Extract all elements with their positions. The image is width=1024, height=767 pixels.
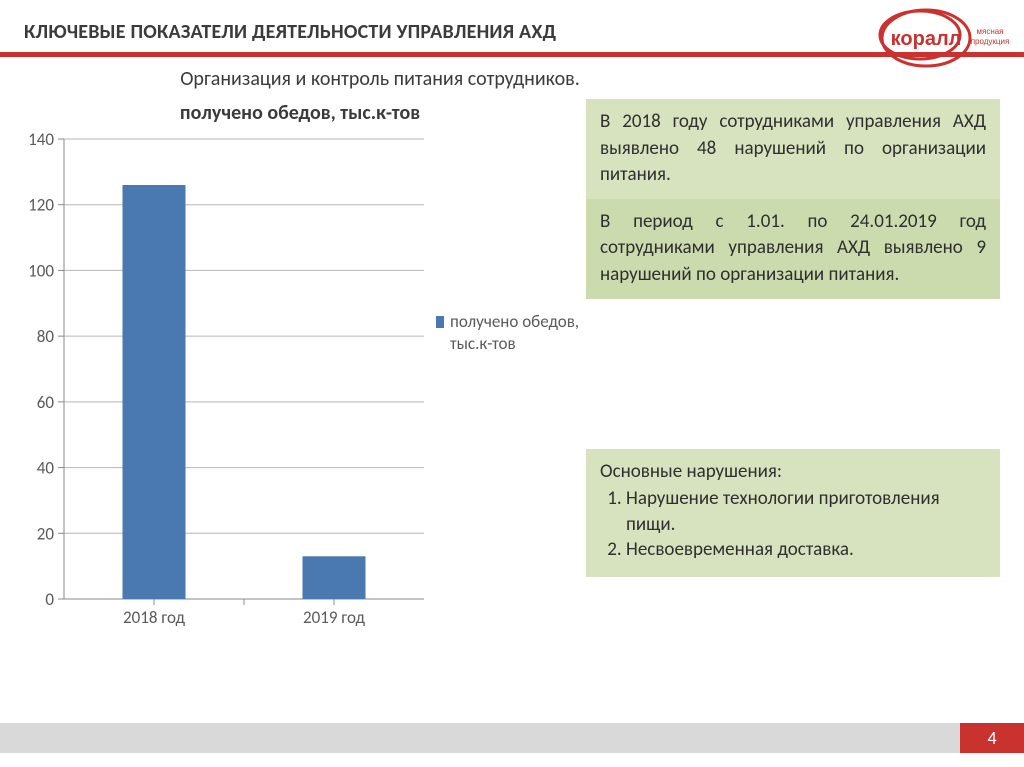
violations-block: Основные нарушения: Нарушение технологии… <box>586 449 1000 578</box>
legend-swatch <box>436 316 444 328</box>
info-block-2: В период с 1.01. по 24.01.2019 год сотру… <box>586 199 1000 299</box>
bar <box>123 185 186 599</box>
svg-text:0: 0 <box>45 589 54 610</box>
violations-item: Несвоевременная доставка. <box>626 537 986 563</box>
chart-legend: получено обедов, тыс.к-тов <box>436 311 580 355</box>
info-block-1: В 2018 году сотрудниками управления АХД … <box>586 99 1000 199</box>
svg-text:20: 20 <box>37 523 55 544</box>
legend-label: получено обедов, тыс.к-тов <box>450 311 580 355</box>
violations-item: Нарушение технологии приготовления пищи. <box>626 486 986 537</box>
logo-subtext-2: продукция <box>971 37 1010 46</box>
page-number: 4 <box>960 723 1024 753</box>
violations-title: Основные нарушения: <box>600 459 986 485</box>
logo-text: коралл <box>891 28 962 50</box>
bar-chart: 0 20 40 60 80 100 120 140 2018 год 2019 год <box>20 131 430 638</box>
footer-bar: 4 <box>0 723 1024 753</box>
svg-text:140: 140 <box>28 131 54 150</box>
svg-text:60: 60 <box>37 392 55 413</box>
violations-list: Нарушение технологии приготовления пищи.… <box>622 486 986 563</box>
svg-text:80: 80 <box>37 326 55 347</box>
svg-text:2018 год: 2018 год <box>123 607 185 628</box>
svg-text:120: 120 <box>28 195 54 216</box>
svg-text:2019 год: 2019 год <box>303 607 365 628</box>
page-title: КЛЮЧЕВЫЕ ПОКАЗАТЕЛИ ДЕЯТЕЛЬНОСТИ УПРАВЛЕ… <box>24 20 556 44</box>
bar <box>303 556 366 599</box>
logo: коралл мясная продукция <box>874 2 1014 72</box>
header-separator <box>0 52 1024 57</box>
subtitle: Организация и контроль питания сотрудник… <box>0 67 760 91</box>
svg-text:40: 40 <box>37 458 55 479</box>
logo-subtext-1: мясная <box>976 27 1003 36</box>
footer-track <box>0 723 960 753</box>
chart-title: получено обедов, тыс.к-тов <box>20 101 580 125</box>
svg-text:100: 100 <box>28 260 54 281</box>
